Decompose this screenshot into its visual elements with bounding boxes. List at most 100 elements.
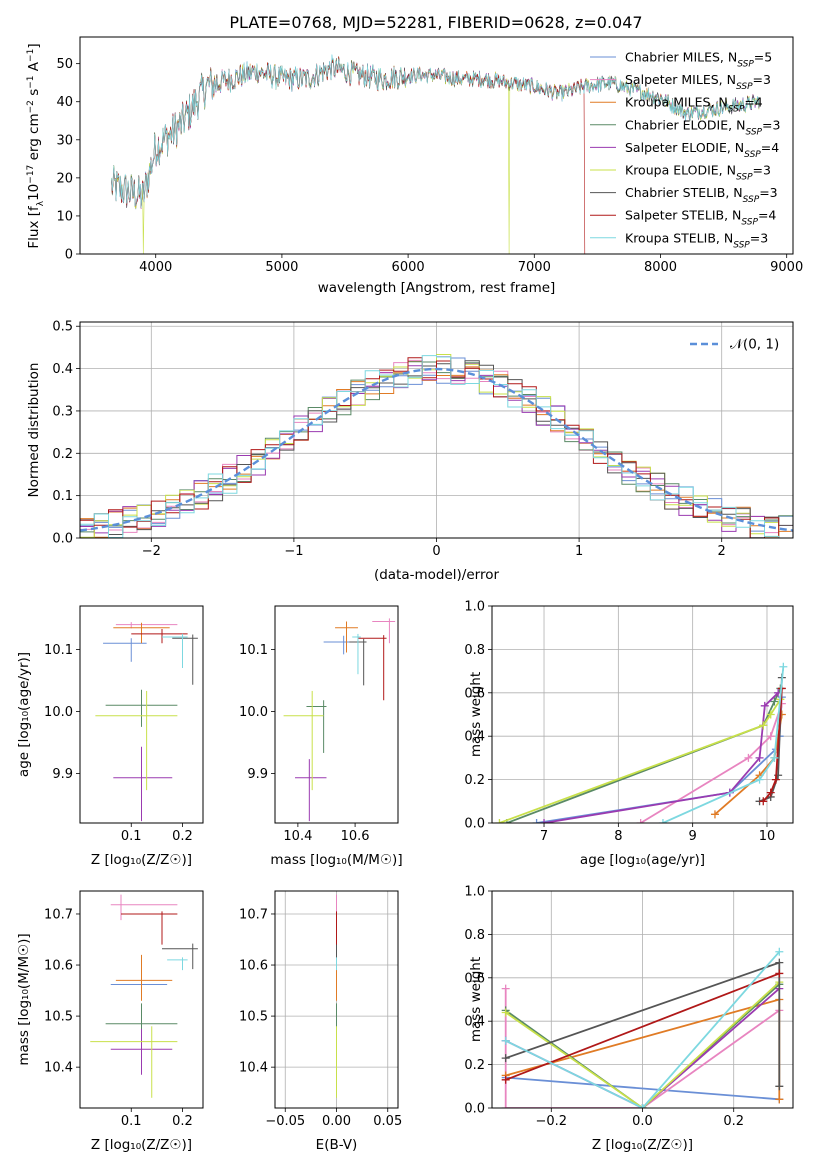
y-tick-label: 10.5 xyxy=(239,1010,268,1025)
x-tick-label: 0.2 xyxy=(172,829,193,844)
y-axis-label: Normed distribution xyxy=(26,363,42,498)
weight-line-3 xyxy=(506,688,782,823)
y-axis-label: mass weight xyxy=(468,957,484,1042)
legend-entry: Kroupa MILES, NSSP=4 xyxy=(625,95,763,115)
weight-line-4 xyxy=(543,692,779,823)
y-tick-label: 0.1 xyxy=(52,489,73,504)
weight-marker xyxy=(775,947,784,956)
histograms xyxy=(80,354,793,538)
age_vs_Z-panel: 0.1 0.2 9.9 10.0 10.1 Z [log₁₀(Z/Z☉)] age [log… xyxy=(16,605,204,868)
y-tick-label: 9.9 xyxy=(247,767,268,782)
y-tick-label: 10.4 xyxy=(239,1061,268,1076)
plot-frame xyxy=(79,605,204,824)
weight-marker xyxy=(501,1075,510,1084)
weight-line-0 xyxy=(505,1076,780,1101)
plot-frame xyxy=(79,36,794,255)
weight-marker xyxy=(760,701,769,710)
x-tick-label: −0.2 xyxy=(535,1114,567,1129)
error-bar-point xyxy=(103,638,147,662)
y-tick-label: 0.0 xyxy=(464,1102,485,1117)
y-axis-label: Flux [fλ10−17 erg cm−2 s−1 A−1] xyxy=(26,43,46,248)
y-axis-label: mass [log₁₀(M/M☉)] xyxy=(16,933,32,1065)
weight-marker xyxy=(532,819,541,823)
y-tick-label: 0.0 xyxy=(52,532,73,547)
weight-marker xyxy=(540,819,549,823)
weight-series xyxy=(501,947,784,1108)
error-bar-point xyxy=(121,911,178,945)
weight-line-7 xyxy=(505,972,780,1081)
weight-marker xyxy=(638,1104,647,1108)
y-tick-label: 10.5 xyxy=(44,1010,73,1025)
x-axis-label: age [log₁₀(age/yr)] xyxy=(580,852,705,868)
age_vs_mass-panel: 10.4 10.6 9.9 10.0 10.1 mass [log₁₀(M/M☉)] xyxy=(239,605,403,868)
x-tick-label: 8 xyxy=(614,829,622,844)
legend-entry: Chabrier MILES, NSSP=5 xyxy=(625,50,772,70)
y-tick-label: 10.1 xyxy=(239,643,268,658)
y-tick-label: 10.0 xyxy=(44,705,73,720)
y-tick-label: 10.0 xyxy=(239,705,268,720)
legend-entry: Chabrier STELIB, NSSP=3 xyxy=(625,185,778,205)
x-axis-label: mass [log₁₀(M/M☉)] xyxy=(270,852,402,868)
weight-marker xyxy=(755,753,764,762)
y-tick-label: 0.8 xyxy=(464,643,485,658)
legend-entry: Salpeter STELIB, NSSP=4 xyxy=(625,208,776,228)
error-bar-point xyxy=(131,628,188,644)
weight-marker xyxy=(775,1095,784,1104)
plot-frame xyxy=(491,605,794,824)
y-tick-label: 0.6 xyxy=(464,971,485,986)
weight-marker xyxy=(759,797,768,806)
error-bar-point xyxy=(162,633,188,668)
weight-marker xyxy=(501,1104,510,1108)
y-tick-label: 10.7 xyxy=(44,907,73,922)
weight-marker xyxy=(501,1054,510,1063)
weight-marker xyxy=(770,697,779,706)
x-tick-label: 10.4 xyxy=(283,829,312,844)
error-bar-point xyxy=(295,759,327,822)
residuals-panel: −2 −1 0 1 2 0.0 0.1 0.2 0.3 0.4 0.5 𝒩(0, 1) (data-mo… xyxy=(26,320,794,583)
plot-frame xyxy=(274,605,399,824)
figure-title: PLATE=0768, MJD=52281, FIBERID=0628, z=0… xyxy=(229,13,642,32)
error-bar-point xyxy=(110,969,168,1000)
weight_vs_age-panel: 7 8 9 10 0.0 0.2 0.4 0.6 0.8 1.0 age [log₁₀(age/yr… xyxy=(464,600,794,868)
x-axis-label: E(B-V) xyxy=(316,1137,358,1153)
x-tick-label: −2 xyxy=(142,544,161,559)
spectrum-series-8 xyxy=(111,54,760,209)
x-tick-label: 9000 xyxy=(770,260,803,275)
legend-entry: Kroupa STELIB, NSSP=3 xyxy=(625,230,768,250)
x-tick-label: 0.2 xyxy=(723,1114,744,1129)
y-tick-label: 40 xyxy=(56,95,73,110)
y-tick-label: 9.9 xyxy=(52,767,73,782)
spectrum-series-7 xyxy=(111,56,586,254)
legend-entry: Salpeter MILES, NSSP=3 xyxy=(625,72,771,92)
weight-marker xyxy=(775,1082,784,1091)
y-axis-label: age [log₁₀(age/yr)] xyxy=(16,652,32,777)
x-tick-label: −1 xyxy=(284,544,303,559)
x-tick-label: 0.0 xyxy=(632,1114,653,1129)
spectrum-lines xyxy=(111,54,760,254)
x-axis-label: Z [log₁₀(Z/Z☉)] xyxy=(91,1137,192,1153)
error-bars xyxy=(90,894,198,1098)
legend-entry: 𝒩(0, 1) xyxy=(730,337,779,353)
weight-line-1 xyxy=(640,703,783,823)
plot-frame xyxy=(491,890,794,1109)
error-bar-point xyxy=(110,1028,173,1075)
weight-series xyxy=(495,662,788,823)
x-tick-label: 7 xyxy=(540,829,548,844)
x-tick-label: 4000 xyxy=(139,260,172,275)
weight-marker xyxy=(495,819,504,823)
plot-frame xyxy=(274,890,399,1109)
error-bar-point xyxy=(357,635,387,701)
x-tick-label: 0 xyxy=(432,544,440,559)
error-bar-point xyxy=(105,689,178,727)
y-tick-label: 0.3 xyxy=(52,404,73,419)
weight-marker xyxy=(501,1008,510,1017)
x-tick-label: 9 xyxy=(689,829,697,844)
weight-line-8 xyxy=(662,666,785,823)
y-tick-label: 0.2 xyxy=(464,1058,485,1073)
x-tick-label: 1 xyxy=(575,544,583,559)
error-bar-point xyxy=(110,894,178,921)
normal-curve xyxy=(80,367,793,532)
weight-marker xyxy=(766,710,775,719)
